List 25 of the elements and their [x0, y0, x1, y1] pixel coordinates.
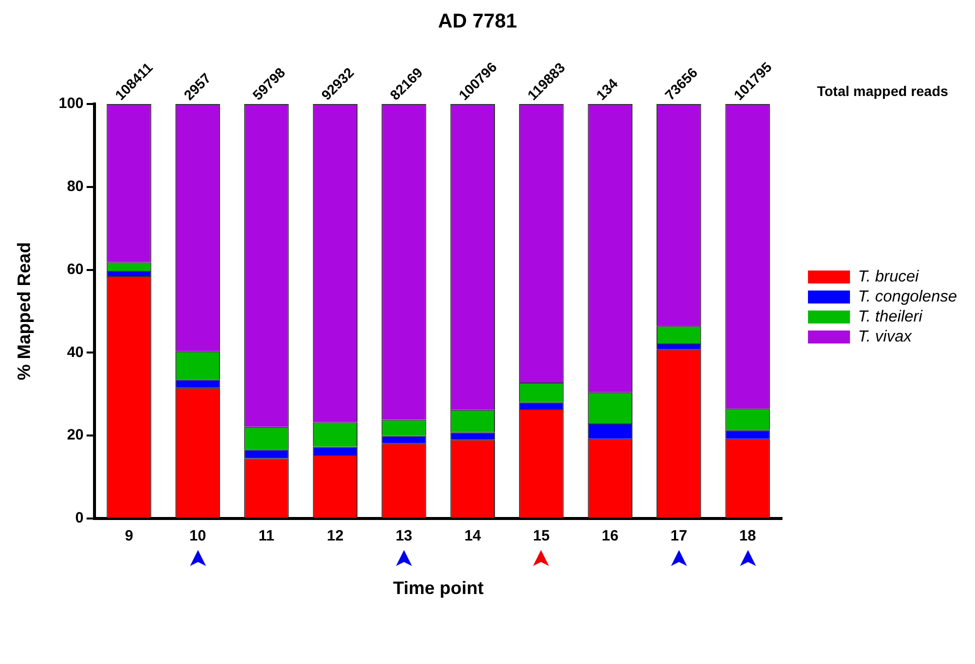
x-tick-label: 9: [124, 528, 134, 545]
x-tick-label: 11: [258, 528, 274, 545]
y-tick-label: 40: [66, 344, 84, 361]
text: Total mapped reads: [816, 82, 948, 99]
x-tick-label: 16: [602, 528, 618, 545]
x-tick-label: 13: [396, 528, 412, 545]
chart-title: AD 7781: [438, 10, 517, 33]
legend-label: T. congolense: [858, 288, 958, 306]
y-tick-label: 80: [66, 178, 84, 196]
x-tick-label: 14: [464, 528, 482, 545]
x-tick-label: 18: [739, 528, 756, 545]
x-tick-label: 12: [326, 528, 344, 545]
annotation: 134: [592, 75, 621, 104]
y-tick-label: 100: [58, 95, 84, 112]
x-tick-label: 17: [670, 528, 688, 545]
legend-label: T. vivax: [858, 328, 913, 346]
y-axis-title: % Mapped Read: [14, 242, 34, 380]
y-tick-label: 20: [66, 426, 84, 444]
legend-label: T. brucei: [858, 268, 920, 286]
x-tick-label: 10: [189, 528, 206, 545]
y-tick-label: 60: [66, 260, 84, 278]
x-tick-label: 15: [533, 528, 550, 545]
y-tick-label: 0: [75, 510, 84, 527]
x-axis-title: Time point: [392, 578, 484, 598]
legend-label: T. theileri: [858, 308, 923, 326]
